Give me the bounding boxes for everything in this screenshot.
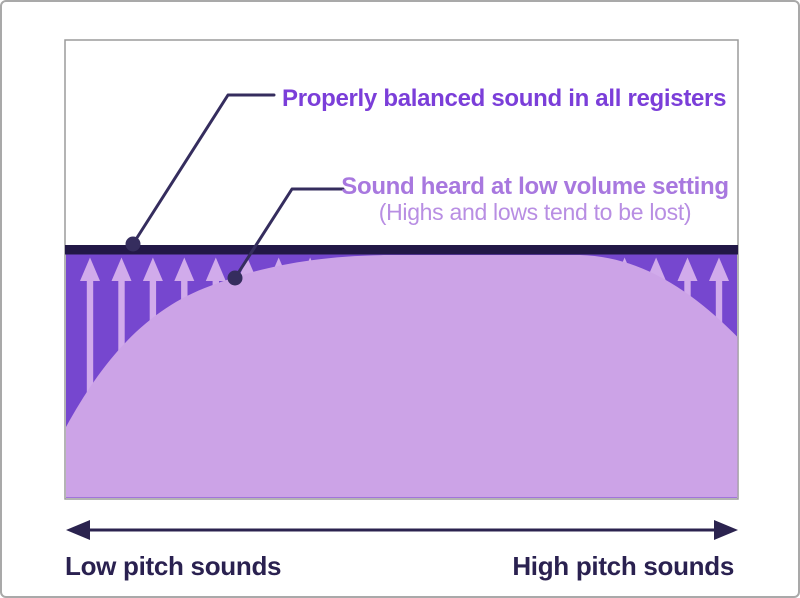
low-volume-leader-line: [233, 187, 345, 280]
arrow-right-head-icon: [714, 520, 738, 540]
balanced-leader-dot: [125, 236, 141, 252]
high-pitch-axis-label: High pitch sounds: [512, 551, 734, 581]
balanced-leader-line: [131, 93, 276, 246]
arrow-left-head-icon: [66, 520, 90, 540]
balanced-sound-bar: [65, 245, 738, 255]
low-volume-annotation: Sound heard at low volume setting (Highs…: [341, 173, 729, 225]
up-arrow-icon: [80, 257, 100, 492]
balanced-sound-label: Properly balanced sound in all registers: [282, 85, 727, 112]
low-volume-label: Sound heard at low volume setting: [341, 173, 729, 200]
low-volume-sublabel: (Highs and lows tend to be lost): [378, 199, 692, 225]
low-pitch-axis-label: Low pitch sounds: [65, 551, 282, 581]
low-volume-leader-dot: [227, 270, 243, 286]
pitch-axis-arrow-icon: [66, 520, 738, 540]
heard-sound-dome: [66, 255, 738, 498]
